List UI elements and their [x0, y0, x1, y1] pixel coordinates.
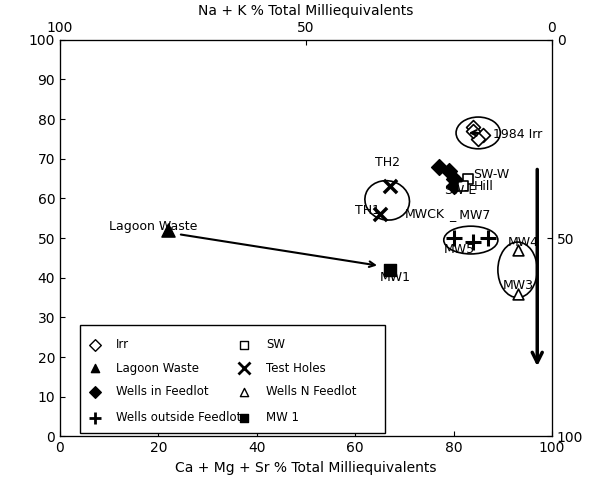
Point	[90, 388, 100, 396]
Point	[375, 210, 385, 218]
Text: Hill: Hill	[473, 180, 493, 193]
Point	[513, 246, 523, 254]
Point	[385, 266, 394, 274]
Point	[239, 341, 249, 349]
Text: SW-E: SW-E	[444, 184, 476, 197]
Point	[239, 414, 249, 422]
Point	[444, 167, 454, 175]
Text: TH1: TH1	[355, 204, 380, 217]
Text: Wells in Feedlot: Wells in Feedlot	[116, 385, 209, 398]
Text: Lagoon Waste: Lagoon Waste	[116, 362, 199, 375]
FancyBboxPatch shape	[80, 325, 385, 433]
Text: MW4: MW4	[508, 236, 539, 248]
Point	[90, 341, 100, 349]
Text: Lagoon Waste: Lagoon Waste	[109, 220, 197, 233]
Text: Wells outside Feedlot: Wells outside Feedlot	[116, 411, 242, 424]
Text: Test Holes: Test Holes	[266, 362, 326, 375]
Text: Wells N Feedlot: Wells N Feedlot	[266, 385, 356, 398]
Text: TH2: TH2	[375, 156, 400, 169]
Text: MW1: MW1	[380, 271, 411, 284]
Text: MW 1: MW 1	[266, 411, 299, 424]
Point	[513, 290, 523, 298]
Point	[469, 123, 478, 131]
Text: SW: SW	[266, 338, 285, 351]
Point	[90, 364, 100, 372]
Point	[478, 131, 488, 139]
Point	[449, 175, 458, 183]
Point	[483, 234, 493, 242]
Point	[469, 238, 478, 246]
X-axis label: Na + K % Total Milliequivalents: Na + K % Total Milliequivalents	[199, 4, 413, 18]
Point	[473, 135, 483, 143]
Point	[239, 388, 249, 396]
Text: MWCK: MWCK	[404, 208, 445, 221]
Text: _ MW7: _ MW7	[449, 208, 490, 221]
Point	[385, 183, 394, 190]
Point	[458, 183, 468, 190]
Point	[449, 234, 458, 242]
Text: 1984 Irr: 1984 Irr	[493, 128, 542, 141]
Point	[434, 163, 443, 171]
Text: SW-W: SW-W	[473, 168, 509, 181]
X-axis label: Ca + Mg + Sr % Total Milliequivalents: Ca + Mg + Sr % Total Milliequivalents	[175, 461, 437, 475]
Point	[464, 175, 473, 183]
Point	[449, 183, 458, 190]
Text: MW3: MW3	[503, 279, 534, 292]
Point	[469, 127, 478, 135]
Text: MW5: MW5	[444, 244, 475, 256]
Point	[163, 226, 173, 234]
Text: Irr: Irr	[116, 338, 130, 351]
